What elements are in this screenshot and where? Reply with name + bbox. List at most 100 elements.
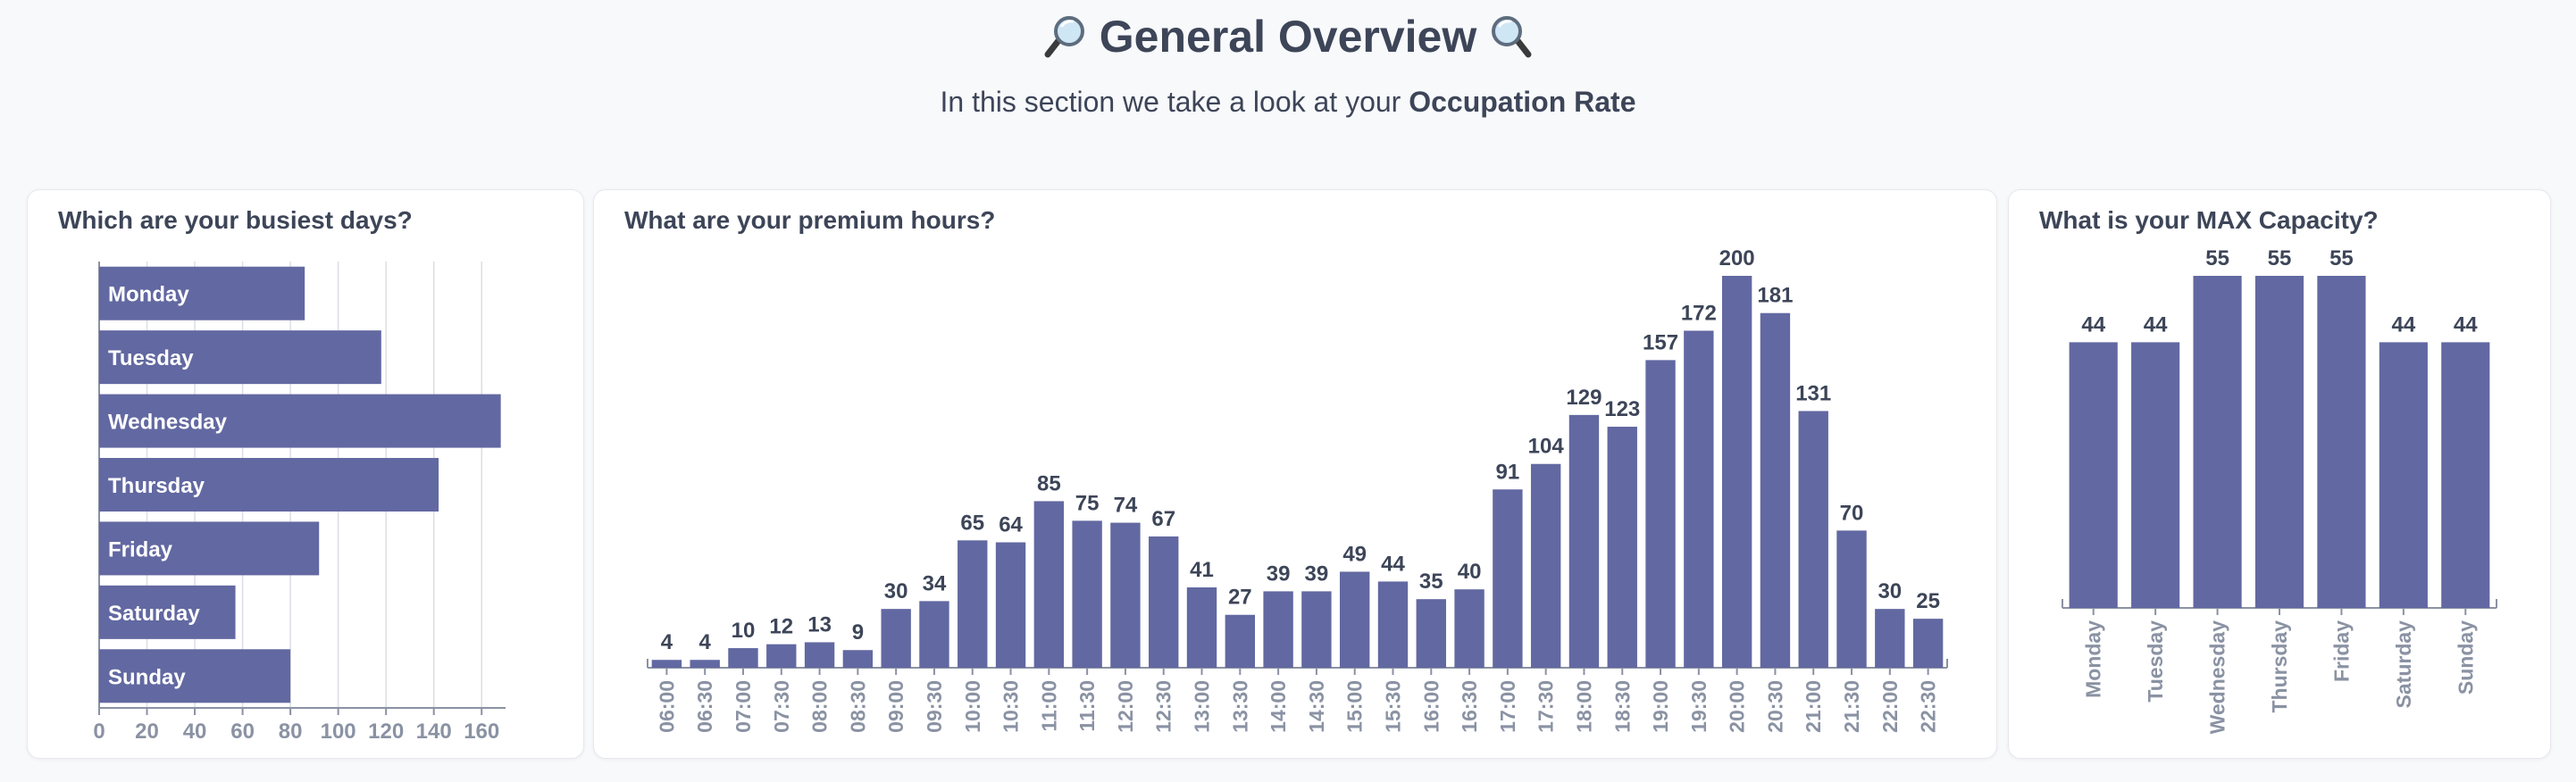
bar <box>1340 571 1369 668</box>
bar <box>1836 530 1866 668</box>
bar-friday <box>2317 276 2365 608</box>
data-label: 70 <box>1840 501 1864 525</box>
x-tick-label: 20 <box>135 720 159 744</box>
data-label: 123 <box>1604 397 1640 421</box>
bar-label: Friday <box>108 537 173 562</box>
page-title-text: General Overview <box>1100 11 1476 62</box>
data-label: 64 <box>999 513 1023 537</box>
x-tick-label: Monday <box>2082 620 2105 698</box>
x-tick-label: 21:30 <box>1840 680 1863 733</box>
max-capacity-card: What is your MAX Capacity? 44 Monday 44 Tue… <box>2008 189 2551 759</box>
x-tick-label: 18:30 <box>1610 680 1634 733</box>
x-tick-label: 13:00 <box>1191 680 1214 733</box>
bar <box>1875 609 1904 668</box>
bar-label: Saturday <box>108 602 200 626</box>
x-tick-label: 40 <box>183 720 207 744</box>
bar <box>652 660 682 668</box>
x-tick-label: 08:30 <box>846 680 869 733</box>
data-label: 55 <box>2329 246 2354 270</box>
bar <box>1454 589 1484 668</box>
x-tick-label: 15:30 <box>1381 680 1404 733</box>
bar-label: Sunday <box>108 665 186 689</box>
x-tick-label: 11:30 <box>1075 680 1099 732</box>
x-tick-label: 14:30 <box>1305 680 1328 733</box>
data-label: 30 <box>1878 579 1902 603</box>
bar-label: Tuesday <box>108 346 194 370</box>
x-tick-label: Tuesday <box>2144 620 2167 703</box>
bar <box>1722 276 1752 668</box>
bar-label: Monday <box>108 283 189 307</box>
bar-saturday <box>2379 342 2428 608</box>
x-tick-label: 21:00 <box>1802 680 1825 733</box>
x-tick-label: 06:30 <box>693 680 716 733</box>
busiest-days-chart: 0 20 40 60 80 100 120 140 160 Monday Tuesday Wednes… <box>28 190 583 758</box>
data-label: 27 <box>1228 586 1252 610</box>
x-tick-label: 22:00 <box>1878 680 1902 733</box>
x-tick-label: 14:00 <box>1267 680 1290 733</box>
x-tick-label: 17:00 <box>1496 680 1519 733</box>
x-tick-label: Sunday <box>2454 620 2477 695</box>
bar <box>1110 523 1140 668</box>
x-tick-label: 10:30 <box>999 680 1023 733</box>
bar <box>1913 619 1943 668</box>
x-tick-label: 12:00 <box>1114 680 1137 733</box>
x-tick-label: 16:00 <box>1419 680 1443 733</box>
x-tick-label: 13:30 <box>1228 680 1251 733</box>
bar <box>1263 591 1292 668</box>
data-label: 65 <box>960 511 984 535</box>
data-label: 85 <box>1037 471 1061 495</box>
bar <box>766 645 796 668</box>
data-label: 75 <box>1075 491 1100 515</box>
data-label: 67 <box>1151 507 1175 531</box>
x-tick-label: Thursday <box>2268 620 2291 713</box>
data-label: 131 <box>1795 381 1831 405</box>
data-label: 44 <box>2392 312 2416 337</box>
bar <box>1187 587 1217 668</box>
magnifier-right-icon <box>1487 13 1534 60</box>
bar-label: Thursday <box>108 474 205 498</box>
data-label: 4 <box>661 630 673 654</box>
data-label: 74 <box>1114 494 1138 518</box>
x-tick-label: 16:30 <box>1458 680 1481 733</box>
bar <box>805 642 834 668</box>
bar <box>1799 411 1828 668</box>
subtitle-emphasis: Occupation Rate <box>1409 86 1635 118</box>
bar <box>728 648 757 668</box>
bar <box>690 660 720 668</box>
bar <box>1569 415 1599 668</box>
x-tick-label: 60 <box>230 720 255 744</box>
premium-hours-chart: 4 06:00 4 06:30 10 07:00 12 07:30 13 08:00 9 08:30 3… <box>594 190 1996 758</box>
bar <box>843 650 873 668</box>
x-tick-label: 12:30 <box>1152 680 1175 733</box>
busiest-days-card: Which are your busiest days? 0 20 40 60 80 10… <box>27 189 584 759</box>
x-tick-label: 06:00 <box>655 680 678 733</box>
page-title: General Overview <box>0 11 2576 62</box>
x-tick-label: 0 <box>93 720 105 744</box>
x-tick-label: Wednesday <box>2206 620 2229 735</box>
bar <box>1531 464 1560 668</box>
data-label: 172 <box>1681 301 1717 325</box>
data-label: 55 <box>2205 246 2229 270</box>
bar-label: Wednesday <box>108 411 228 435</box>
x-tick-label: 80 <box>279 720 303 744</box>
x-tick-label: 11:00 <box>1037 680 1060 732</box>
x-tick-label: 15:00 <box>1343 680 1367 733</box>
data-label: 34 <box>923 571 947 595</box>
bar <box>1761 313 1790 668</box>
x-tick-label: 20:00 <box>1726 680 1749 733</box>
x-tick-label: 19:00 <box>1649 680 1672 733</box>
x-tick-label: Friday <box>2329 620 2353 682</box>
bar <box>1301 591 1331 668</box>
bar <box>1378 581 1408 668</box>
x-tick-label: Saturday <box>2392 620 2415 709</box>
x-tick-label: 160 <box>464 720 499 744</box>
x-tick-label: 08:00 <box>808 680 832 733</box>
bar <box>919 601 949 668</box>
x-tick-label: 07:00 <box>732 680 755 733</box>
data-label: 44 <box>2454 312 2478 337</box>
bar-monday <box>2070 342 2118 608</box>
x-tick-label: 19:30 <box>1687 680 1710 733</box>
data-label: 4 <box>699 630 712 654</box>
bar <box>1645 360 1675 668</box>
x-tick-label: 07:30 <box>770 680 793 733</box>
